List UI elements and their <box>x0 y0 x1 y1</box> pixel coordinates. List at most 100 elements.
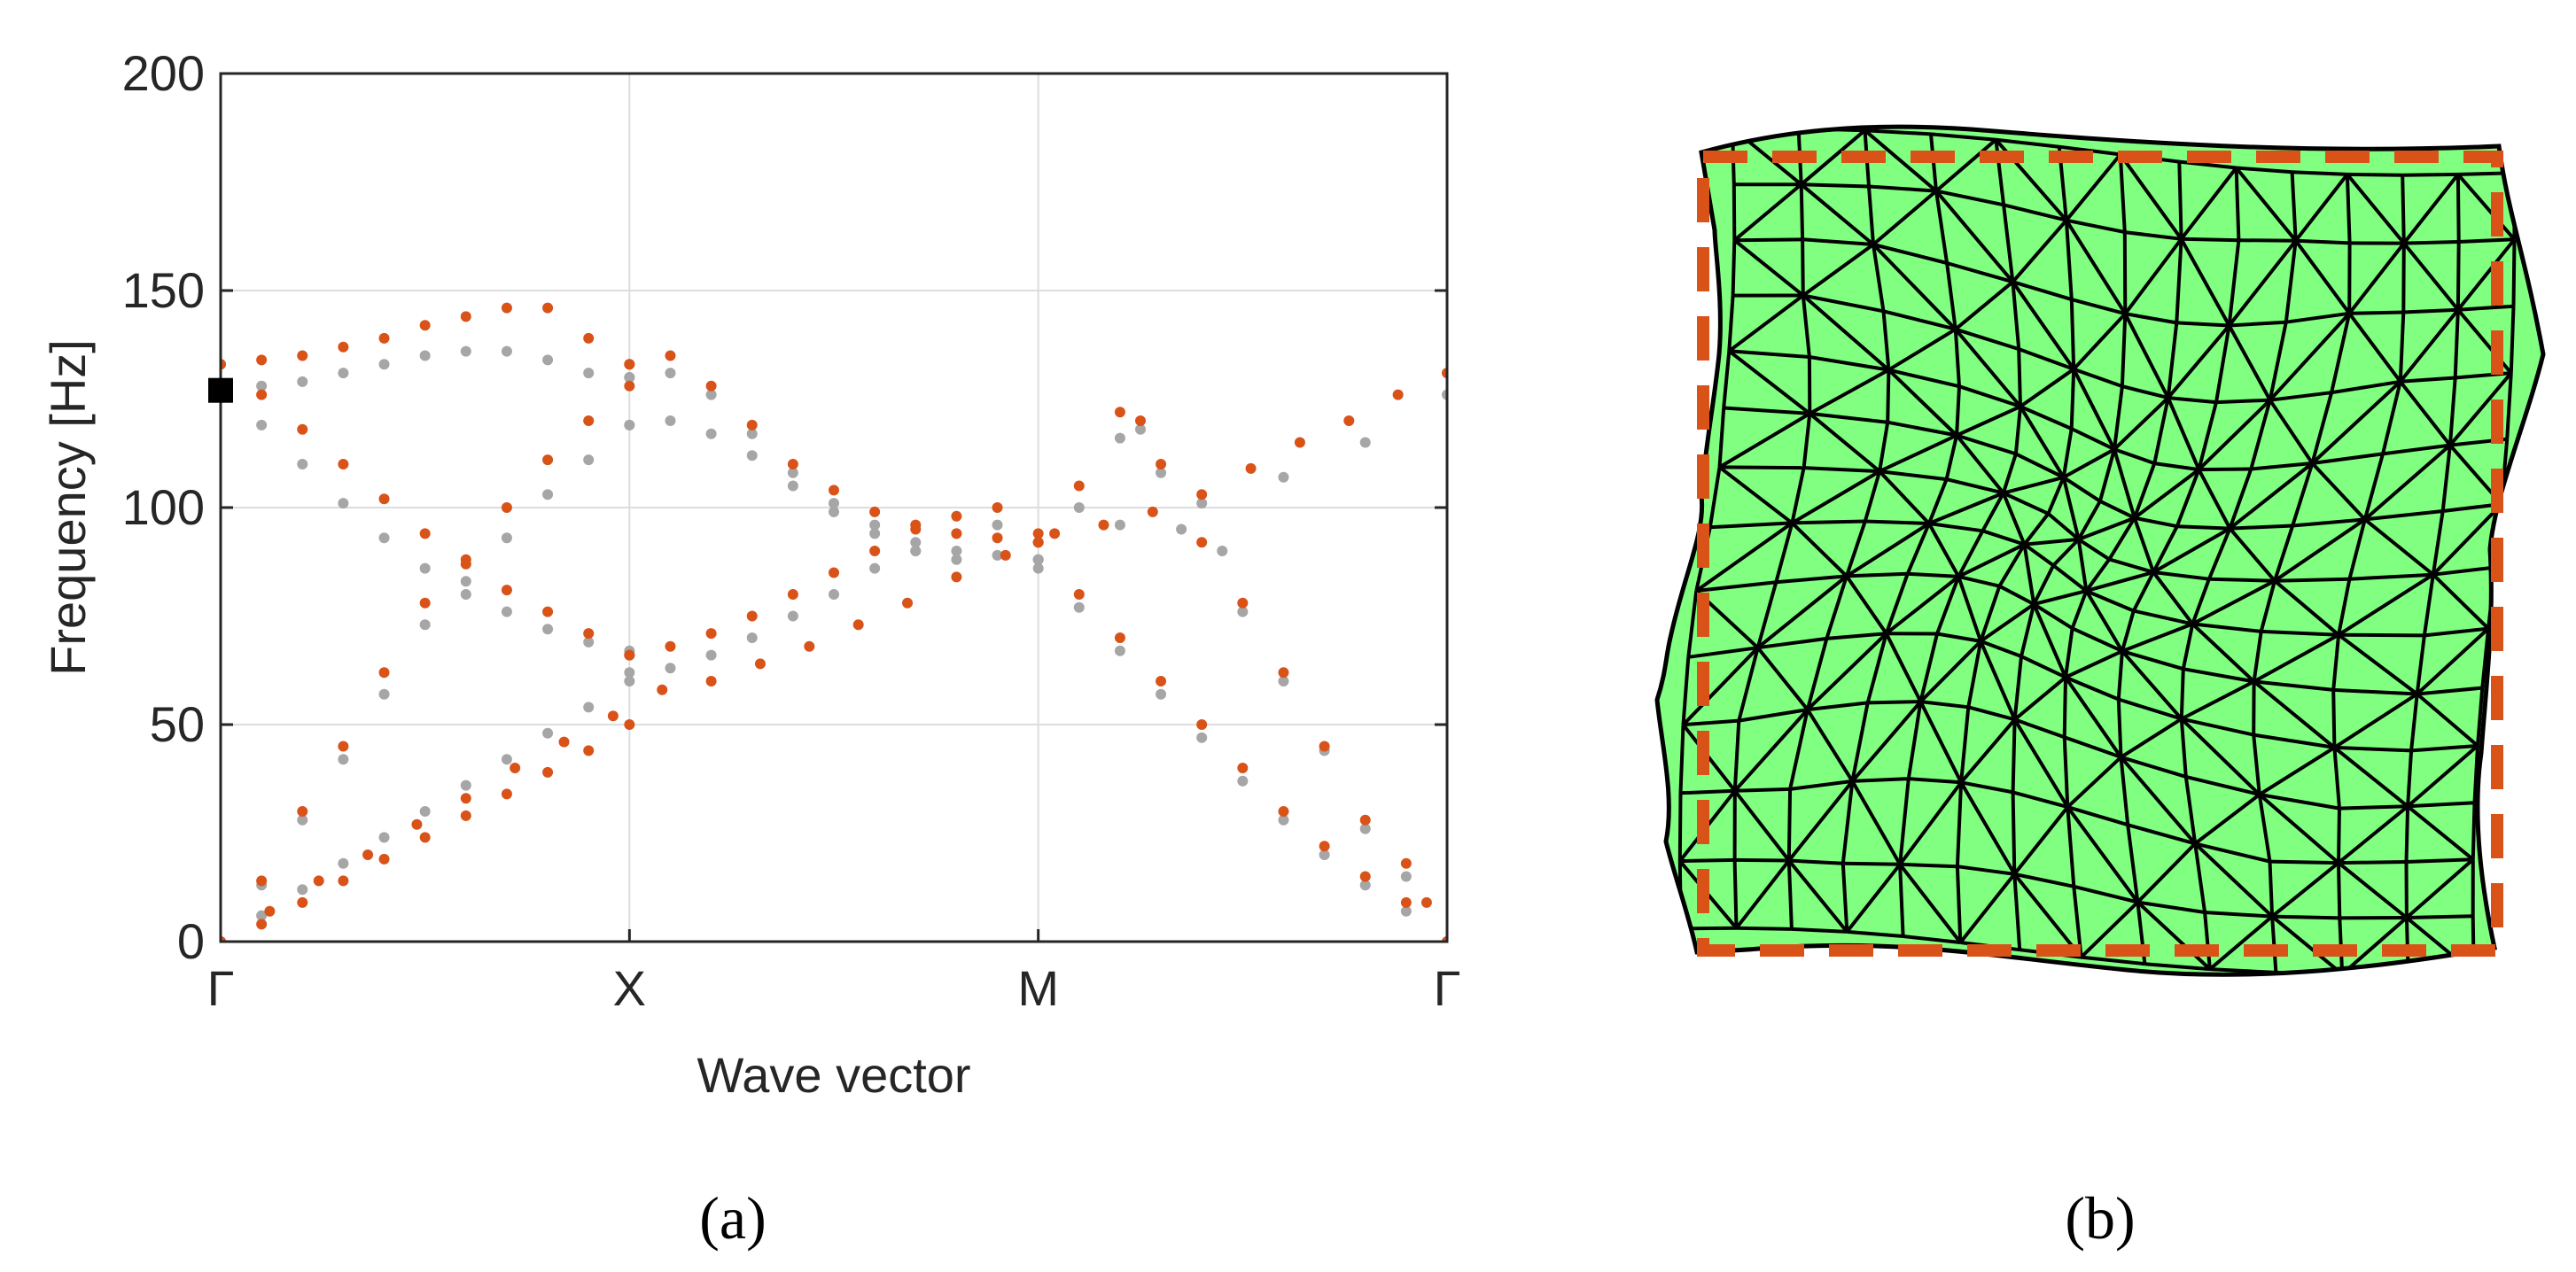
mesh-edge <box>2472 745 2479 803</box>
mesh-edge <box>1979 640 2017 721</box>
mesh-edge <box>1927 523 1960 578</box>
mesh-edge <box>1788 709 1809 790</box>
mesh-edge <box>2456 173 2517 241</box>
deformed-point <box>542 766 554 778</box>
mesh-edge <box>1955 327 2020 352</box>
x-tick-label: Γ <box>1434 960 1461 1016</box>
mesh-edge <box>1801 182 1870 189</box>
mesh-edge <box>1800 182 1875 246</box>
mesh-edge <box>2347 312 2402 383</box>
reference-point <box>501 345 512 357</box>
reference-point <box>624 372 635 383</box>
mesh-edge <box>1802 243 1875 298</box>
mesh-edge <box>1722 351 1732 408</box>
deformed-point <box>992 532 1003 544</box>
mesh-edge <box>1956 433 2017 456</box>
mesh-edge <box>1935 576 1961 635</box>
panel-a-label: (a) <box>699 1184 766 1252</box>
mesh-edge <box>2018 347 2074 371</box>
deformed-point <box>411 818 423 830</box>
reference-point <box>1278 471 1289 483</box>
mesh-edge <box>2401 175 2406 244</box>
mesh-edge <box>2152 570 2194 625</box>
mesh-edge <box>2065 649 2123 679</box>
mesh-edge <box>2081 955 2145 966</box>
mesh-edge <box>2144 962 2211 972</box>
mesh-edge <box>1945 262 1957 330</box>
mesh-edge <box>2333 746 2409 808</box>
mesh-edge <box>2070 427 2115 452</box>
mesh-edge <box>1960 780 2013 795</box>
mesh-edge <box>1801 239 1805 296</box>
mesh-edge <box>2416 627 2490 695</box>
mesh-edge <box>2118 697 2183 721</box>
mesh-edge <box>2154 461 2199 472</box>
mesh-edge <box>1806 709 1855 782</box>
deformed-point <box>787 459 798 469</box>
reference-point <box>1073 601 1085 613</box>
deformed-point <box>754 658 766 670</box>
mesh-edge <box>1980 602 2035 643</box>
reference-point <box>992 549 1003 561</box>
mesh-edge <box>2363 444 2452 521</box>
mesh-edge <box>2185 774 2261 796</box>
mesh-edge <box>1954 328 2022 408</box>
deformed-point <box>869 546 881 556</box>
deformed-point <box>297 423 308 435</box>
mesh-edge <box>2405 857 2475 919</box>
reference-point <box>542 354 554 366</box>
mesh-edge <box>2257 794 2272 862</box>
mesh-edge <box>1683 718 1739 727</box>
mesh-edge <box>2126 824 2140 903</box>
mesh-edge <box>2334 745 2412 753</box>
mesh-edge <box>1920 700 1969 710</box>
mesh-edge <box>2259 793 2340 811</box>
deformed-point <box>1000 549 1011 561</box>
reference-point <box>542 624 554 635</box>
mesh-edge <box>2012 790 2068 810</box>
mesh-edge <box>2270 861 2340 919</box>
mesh-edge <box>2062 476 2101 503</box>
mesh-edge <box>2337 804 2409 865</box>
mesh-edge <box>2033 602 2074 630</box>
mesh-edge <box>1736 926 1792 931</box>
mesh-edge <box>2268 322 2288 401</box>
mesh-edge <box>2509 306 2516 374</box>
mesh-edge <box>2076 500 2102 540</box>
mesh-edge <box>2294 239 2351 314</box>
mesh-edge <box>2235 167 2298 242</box>
mesh-edge <box>2432 565 2495 577</box>
deformed-point <box>1098 519 1109 531</box>
reference-point <box>1196 732 1208 743</box>
deformed-point <box>558 736 570 748</box>
mesh-edge <box>2456 238 2517 311</box>
mesh-edge <box>2331 634 2341 691</box>
mesh-edge <box>2252 734 2261 795</box>
mesh-edge <box>2119 153 2183 240</box>
reference-point <box>1114 645 1125 656</box>
mesh-edge <box>1845 575 1888 635</box>
mesh-edge <box>2108 557 2154 574</box>
mesh-edge <box>2192 622 2261 633</box>
mesh-edge <box>1979 586 2002 642</box>
mesh-edge <box>2066 806 2076 887</box>
deformed-point <box>297 350 308 361</box>
x-tick-label: Γ <box>207 960 235 1016</box>
mesh-edge <box>1887 327 1957 372</box>
deformed-point <box>362 849 374 860</box>
mesh-edge <box>2076 539 2089 592</box>
mesh-edge <box>2136 901 2212 971</box>
mesh-edge <box>2406 914 2473 919</box>
reference-point <box>297 376 308 387</box>
mesh-edge <box>2064 676 2123 758</box>
mesh-edge <box>1732 184 1737 241</box>
mesh-edge <box>1738 708 1809 723</box>
deformed-point <box>460 810 471 821</box>
reference-point <box>338 857 349 869</box>
mesh-edge <box>2051 538 2081 567</box>
mesh-edge <box>2069 368 2076 430</box>
reference-point <box>829 589 839 600</box>
deformed-point <box>419 320 431 331</box>
x-tick-label: M <box>1017 960 1059 1016</box>
mesh-edge <box>1944 435 1959 480</box>
